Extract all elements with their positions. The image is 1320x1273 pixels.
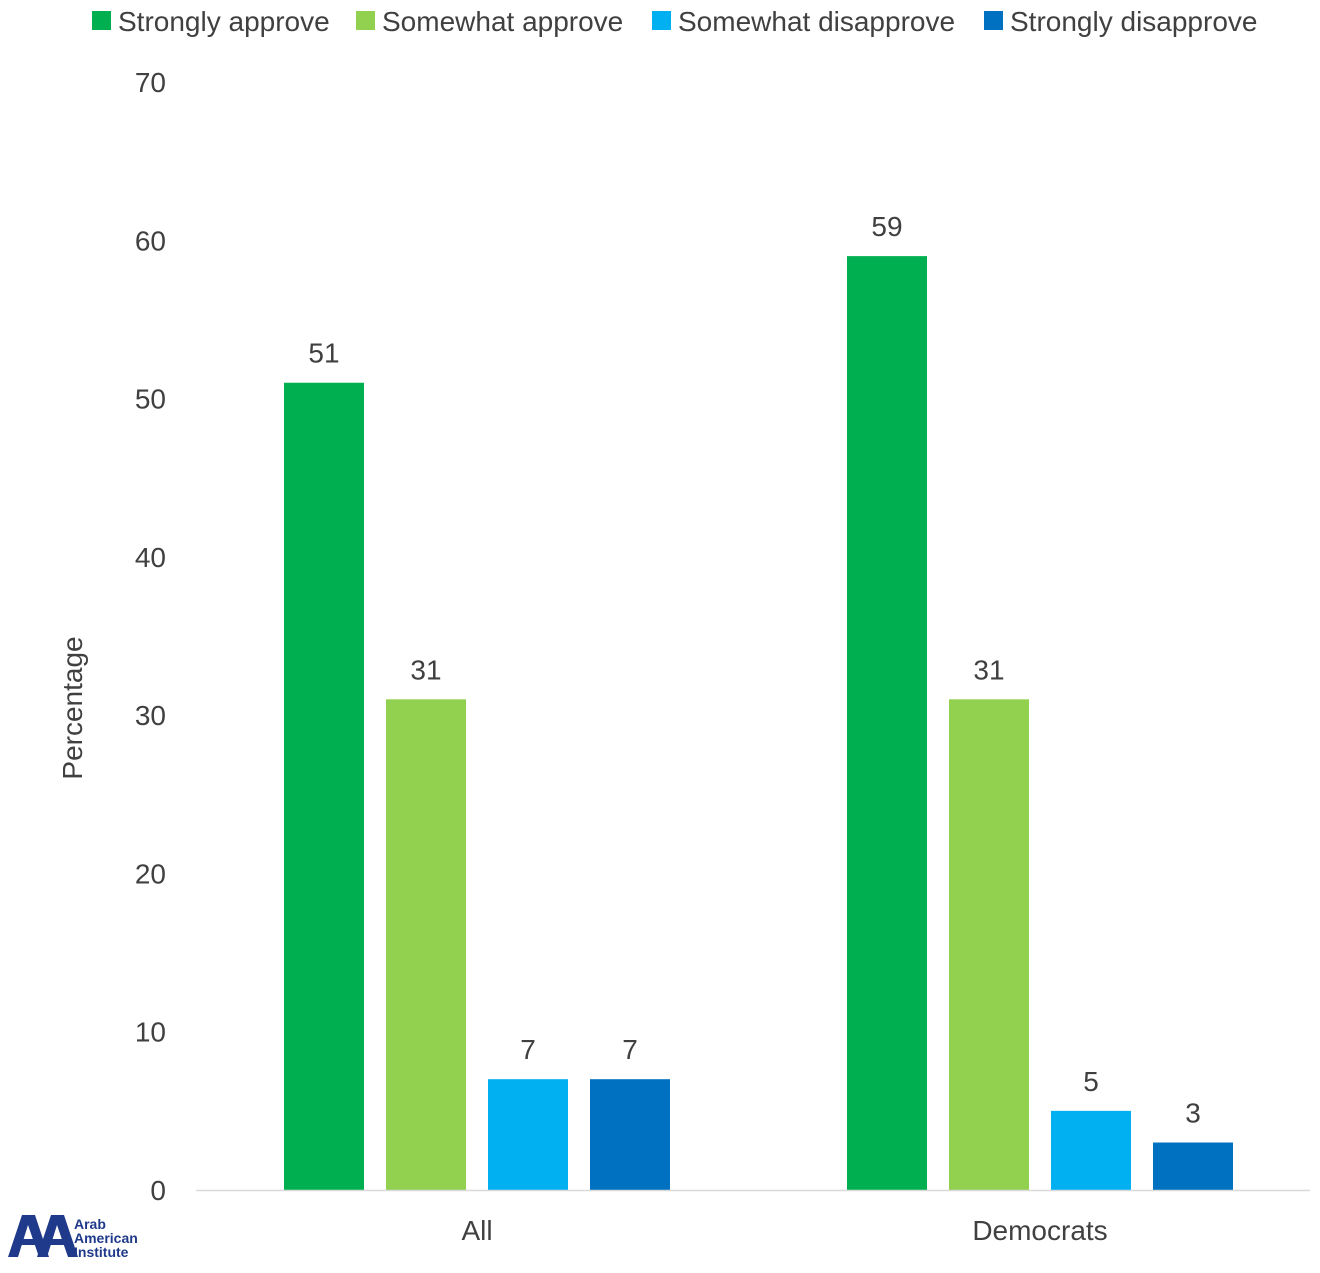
logo-word: Institute — [74, 1244, 129, 1260]
legend-swatch — [652, 11, 671, 30]
y-tick-label: 0 — [150, 1175, 166, 1206]
bar — [386, 699, 466, 1190]
x-tick-label: All — [461, 1215, 492, 1246]
logo-word: Arab — [74, 1216, 106, 1232]
bar — [1051, 1110, 1131, 1190]
legend-label: Somewhat disapprove — [678, 6, 955, 37]
legend-item: Strongly disapprove — [984, 6, 1257, 37]
data-label: 5 — [1083, 1066, 1099, 1097]
legend-label: Strongly disapprove — [1010, 6, 1257, 37]
logo-word: American — [74, 1230, 138, 1246]
bars — [284, 256, 1233, 1191]
data-label: 59 — [871, 211, 902, 242]
data-labels: 51 31 7 7 59 31 5 3 — [308, 211, 1200, 1128]
y-tick-label: 60 — [135, 225, 166, 256]
bar — [488, 1079, 568, 1190]
legend: Strongly approve Somewhat approve Somewhat… — [92, 6, 1257, 37]
legend-item: Somewhat approve — [356, 6, 623, 37]
x-axis: All Democrats — [461, 1215, 1107, 1246]
legend-label: Strongly approve — [118, 6, 330, 37]
y-tick-label: 30 — [135, 700, 166, 731]
y-axis: 0 10 20 30 40 50 60 70 — [135, 67, 166, 1206]
legend-label: Somewhat approve — [382, 6, 623, 37]
logo-mark-icon — [8, 1215, 78, 1257]
legend-item: Somewhat disapprove — [652, 6, 955, 37]
x-tick-label: Democrats — [972, 1215, 1107, 1246]
data-label: 7 — [520, 1034, 536, 1065]
data-label: 7 — [622, 1034, 638, 1065]
bar — [949, 699, 1029, 1190]
bar — [847, 256, 927, 1191]
legend-item: Strongly approve — [92, 6, 330, 37]
data-label: 51 — [308, 338, 339, 369]
y-tick-label: 10 — [135, 1017, 166, 1048]
data-label: 31 — [973, 654, 1004, 685]
y-axis-title: Percentage — [57, 636, 88, 779]
y-tick-label: 70 — [135, 67, 166, 98]
bar — [590, 1079, 670, 1190]
legend-swatch — [92, 11, 111, 30]
bar — [284, 382, 364, 1190]
y-tick-label: 40 — [135, 542, 166, 573]
legend-swatch — [984, 11, 1003, 30]
data-label: 3 — [1185, 1098, 1201, 1129]
y-tick-label: 20 — [135, 858, 166, 889]
legend-swatch — [356, 11, 375, 30]
bar — [1153, 1142, 1233, 1190]
y-tick-label: 50 — [135, 384, 166, 415]
data-label: 31 — [410, 654, 441, 685]
